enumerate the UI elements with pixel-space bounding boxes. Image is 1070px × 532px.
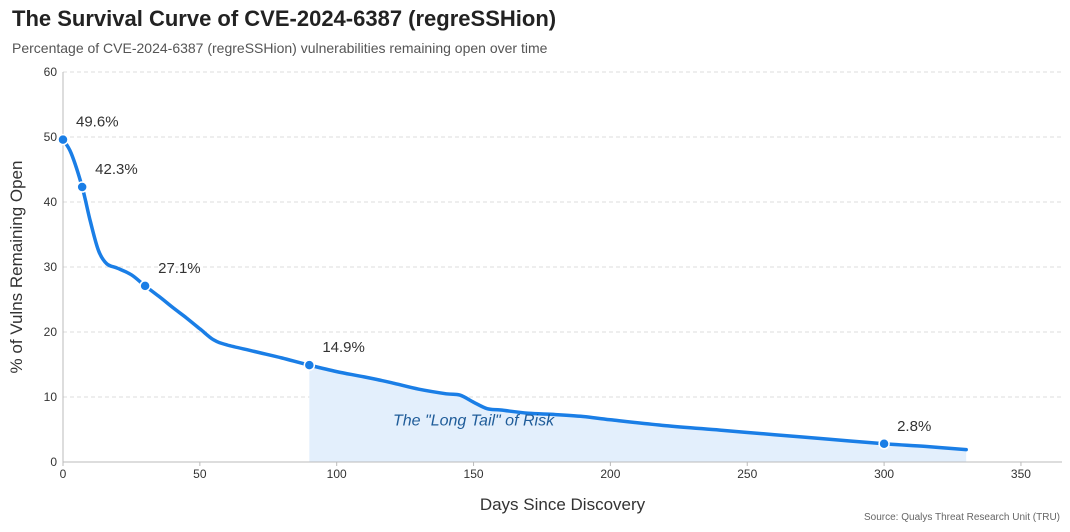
y-tick-label: 0 xyxy=(50,455,57,469)
data-point-marker xyxy=(139,280,151,292)
x-tick-label: 250 xyxy=(737,467,757,481)
y-tick-label: 60 xyxy=(44,65,58,79)
data-point-marker xyxy=(878,438,890,450)
y-tick-label: 40 xyxy=(44,195,58,209)
data-point-marker xyxy=(303,359,316,371)
x-tick-label: 150 xyxy=(464,467,484,481)
chart-subtitle: Percentage of CVE-2024-6387 (regreSSHion… xyxy=(12,40,548,56)
x-tick-label: 200 xyxy=(600,467,620,481)
data-point-marker xyxy=(57,133,69,146)
x-tick-label: 300 xyxy=(874,467,894,481)
x-tick-label: 350 xyxy=(1011,467,1031,481)
y-tick-label: 30 xyxy=(44,260,58,274)
data-label: 14.9% xyxy=(322,339,365,356)
x-tick-label: 0 xyxy=(60,467,67,481)
x-axis-label: Days Since Discovery xyxy=(480,495,646,514)
data-label: 42.3% xyxy=(95,161,138,178)
data-label: 2.8% xyxy=(897,418,931,435)
y-tick-label: 10 xyxy=(44,390,58,404)
long-tail-annotation: The "Long Tail" of Risk xyxy=(393,413,555,430)
source-note: Source: Qualys Threat Research Unit (TRU… xyxy=(864,512,1060,523)
data-point-marker xyxy=(76,181,88,193)
x-tick-label: 50 xyxy=(193,467,207,481)
chart-title: The Survival Curve of CVE-2024-6387 (reg… xyxy=(12,6,557,31)
survival-line xyxy=(61,137,968,452)
y-axis-label: % of Vulns Remaining Open xyxy=(7,161,26,374)
data-label: 27.1% xyxy=(158,260,201,277)
data-label: 49.6% xyxy=(76,114,119,131)
x-tick-label: 100 xyxy=(327,467,347,481)
y-tick-label: 20 xyxy=(44,325,58,339)
y-tick-label: 50 xyxy=(44,130,58,144)
